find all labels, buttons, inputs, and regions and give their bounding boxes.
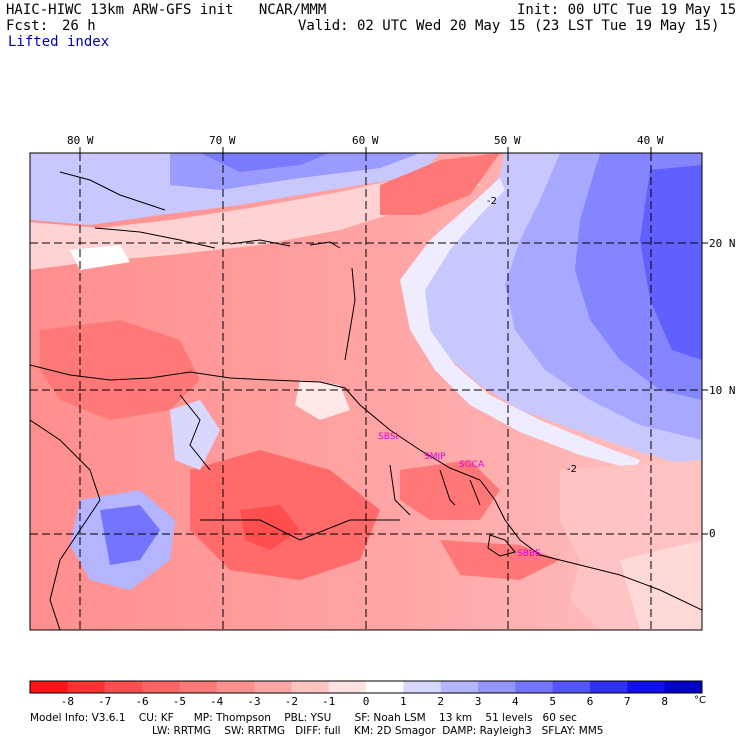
colorbar-tick-label: 5 xyxy=(549,695,556,708)
lon-label-50w: 50 W xyxy=(494,134,521,147)
lon-label-70w: 70 W xyxy=(209,134,236,147)
forecast-hour: 26 h xyxy=(62,18,96,34)
colorbar-tick-label: 7 xyxy=(624,695,631,708)
lat-lon-grid xyxy=(30,153,702,630)
lat-label-20n: 20 N xyxy=(709,237,736,250)
colorbar-tick-label: -5 xyxy=(172,695,186,708)
top-ticks xyxy=(79,147,708,535)
contour-label-1: -2 xyxy=(487,196,497,207)
lon-label-60w: 60 W xyxy=(352,134,379,147)
colorbar-tick-label: -1 xyxy=(322,695,336,708)
colorbar-tick-label: -4 xyxy=(210,695,224,708)
lifted-index-field xyxy=(30,153,702,630)
field-name: Lifted index xyxy=(8,34,110,50)
coastlines xyxy=(30,171,702,630)
colorbar-tick-label: 3 xyxy=(474,695,482,708)
colorbar-tick-label: 6 xyxy=(586,695,594,708)
model-info-line2: LW: RRTMG SW: RRTMG DIFF: full KM: 2D Sm… xyxy=(152,725,604,737)
lon-label-80w: 80 W xyxy=(67,134,94,147)
colorbar-tick-label: -2 xyxy=(284,695,298,708)
colorbar-tick-label: -3 xyxy=(247,695,261,708)
valid-time: Valid: 02 UTC Wed 20 May 15 (23 LST Tue … xyxy=(298,18,720,34)
colorbar-tick-label: -8 xyxy=(60,695,74,708)
station-sbsi: SBSI xyxy=(378,432,399,442)
colorbar-tick-label: 8 xyxy=(661,695,668,708)
colorbar-tick-label: 4 xyxy=(512,695,519,708)
contour-label-2: -2 xyxy=(567,464,577,475)
colorbar-tick-label: 0 xyxy=(362,695,370,708)
colorbar-tick-label: -6 xyxy=(135,695,149,708)
station-sgca: SGCA xyxy=(459,460,485,470)
station-smjp: SMJP xyxy=(424,452,446,462)
init-time: Init: 00 UTC Tue 19 May 15 xyxy=(517,2,737,18)
colorbar-tick-label: -7 xyxy=(98,695,112,708)
station-sbbe: SBBE xyxy=(517,549,541,559)
model-title: HAIC-HIWC 13km ARW-GFS init NCAR/MMM xyxy=(6,2,327,18)
colorbar-tick-label: 2 xyxy=(437,695,444,708)
lat-label-10n: 10 N xyxy=(709,384,736,397)
lon-label-40w: 40 W xyxy=(637,134,664,147)
colorbar-tick-label: 1 xyxy=(400,695,407,708)
forecast-label: Fcst: xyxy=(6,18,49,34)
colorbar-unit: °C xyxy=(694,695,706,706)
model-info-line1: Model Info: V3.6.1 CU: KF MP: Thompson P… xyxy=(30,712,577,724)
lat-label-equator: 0 xyxy=(709,527,716,540)
